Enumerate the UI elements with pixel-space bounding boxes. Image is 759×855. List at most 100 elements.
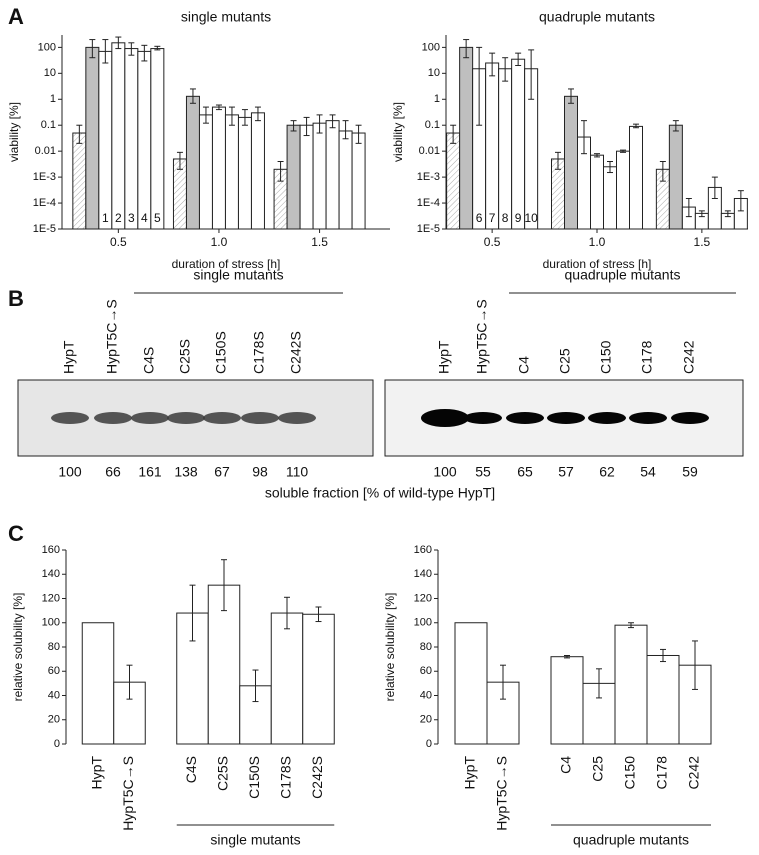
error-bar bbox=[620, 149, 626, 153]
bar bbox=[299, 124, 314, 230]
bar bbox=[198, 114, 213, 230]
lane-label: HypT5C→S bbox=[104, 299, 120, 374]
y-tick-label: 1 bbox=[434, 93, 440, 105]
error-bar bbox=[463, 39, 470, 59]
blot-value: 98 bbox=[252, 464, 268, 480]
error-bar bbox=[221, 559, 227, 612]
bar bbox=[207, 584, 241, 745]
y-tick-label: 0 bbox=[54, 738, 60, 750]
x-tick-label: C4 bbox=[558, 756, 574, 774]
blot-band bbox=[464, 412, 502, 424]
blot-band bbox=[629, 412, 667, 424]
error-bar bbox=[581, 120, 587, 155]
error-bar bbox=[303, 116, 310, 137]
lane-label: C25S bbox=[177, 339, 193, 374]
chart-title: single mutants bbox=[181, 9, 271, 25]
y-tick-label: 80 bbox=[48, 641, 60, 653]
bar bbox=[454, 622, 488, 745]
bar bbox=[590, 154, 604, 230]
panel-label: C bbox=[8, 521, 24, 546]
y-tick-label: 0.1 bbox=[425, 119, 440, 131]
error-bar bbox=[202, 106, 209, 124]
x-tick-label: C242 bbox=[686, 756, 702, 790]
blot-value: 100 bbox=[433, 464, 457, 480]
y-tick-label: 1E-5 bbox=[33, 223, 56, 235]
blot-band bbox=[278, 412, 316, 424]
bar bbox=[137, 50, 152, 230]
x-tick-label: 1.5 bbox=[311, 235, 328, 249]
blot-value: 57 bbox=[558, 464, 574, 480]
lane-label: C4 bbox=[516, 356, 532, 374]
x-tick-label: 1.5 bbox=[694, 235, 711, 249]
x-tick-label: C178S bbox=[278, 756, 294, 799]
x-tick-label: C150S bbox=[246, 756, 262, 799]
bar bbox=[111, 42, 126, 230]
bar bbox=[72, 132, 87, 230]
bar bbox=[511, 58, 526, 230]
bar-label: 3 bbox=[128, 211, 135, 225]
y-tick-label: 120 bbox=[414, 592, 432, 604]
blot-value: 55 bbox=[475, 464, 491, 480]
bar bbox=[459, 46, 474, 230]
blot-value: 161 bbox=[138, 464, 162, 480]
blot-title: single mutants bbox=[193, 267, 283, 283]
error-bar bbox=[241, 109, 248, 126]
x-tick-label: 0.5 bbox=[110, 235, 127, 249]
error-bar bbox=[154, 45, 161, 51]
blot-value: 66 bbox=[105, 464, 121, 480]
error-bar bbox=[102, 39, 109, 64]
error-bar bbox=[568, 88, 574, 104]
error-bar bbox=[76, 124, 83, 144]
bar-label: 8 bbox=[502, 211, 509, 225]
bar bbox=[81, 622, 115, 745]
bar-label: 5 bbox=[154, 211, 161, 225]
lane-label: C242S bbox=[288, 331, 304, 374]
error-bar bbox=[564, 654, 570, 659]
y-axis-label: viability [%] bbox=[391, 102, 405, 162]
y-tick-label: 80 bbox=[420, 641, 432, 653]
blot-band bbox=[671, 412, 709, 424]
lane-label: C25 bbox=[557, 348, 573, 374]
blot-band bbox=[421, 409, 469, 427]
y-tick-label: 0.1 bbox=[41, 119, 56, 131]
x-axis-label: duration of stress [h] bbox=[172, 257, 281, 271]
bar bbox=[124, 48, 139, 230]
error-bar bbox=[659, 160, 666, 182]
chart-title: quadruple mutants bbox=[539, 9, 655, 25]
y-tick-label: 1 bbox=[50, 93, 56, 105]
error-bar bbox=[737, 190, 744, 212]
bar bbox=[270, 612, 304, 745]
error-bar bbox=[724, 210, 731, 218]
error-bar bbox=[252, 669, 259, 703]
y-tick-label: 120 bbox=[42, 592, 60, 604]
error-bar bbox=[476, 46, 483, 126]
error-bar bbox=[316, 114, 323, 134]
y-tick-label: 1E-5 bbox=[417, 223, 440, 235]
error-bar bbox=[660, 648, 666, 663]
blot-band bbox=[506, 412, 544, 424]
error-bar bbox=[555, 151, 561, 170]
error-bar bbox=[290, 120, 297, 132]
lane-label: C150 bbox=[598, 340, 614, 374]
bar bbox=[646, 654, 680, 745]
bar bbox=[564, 95, 578, 230]
bar bbox=[603, 166, 617, 230]
y-tick-label: 10 bbox=[428, 67, 440, 79]
bar-label: 4 bbox=[141, 211, 148, 225]
blot-value: 100 bbox=[58, 464, 82, 480]
x-tick-label: HypT5C→S bbox=[494, 756, 510, 831]
lane-label: C150S bbox=[213, 331, 229, 374]
error-bar bbox=[89, 39, 96, 59]
error-bar bbox=[254, 106, 261, 122]
blot-band bbox=[131, 412, 169, 424]
bar bbox=[446, 132, 461, 230]
bar-label: 1 bbox=[102, 211, 109, 225]
panel-label: B bbox=[8, 286, 24, 311]
blot-band bbox=[241, 412, 279, 424]
error-bar bbox=[315, 606, 322, 623]
y-tick-label: 140 bbox=[42, 568, 60, 580]
y-tick-label: 40 bbox=[420, 689, 432, 701]
blot-caption: soluble fraction [% of wild-type HypT] bbox=[265, 485, 495, 501]
error-bar bbox=[355, 124, 362, 144]
blot-value: 138 bbox=[174, 464, 198, 480]
